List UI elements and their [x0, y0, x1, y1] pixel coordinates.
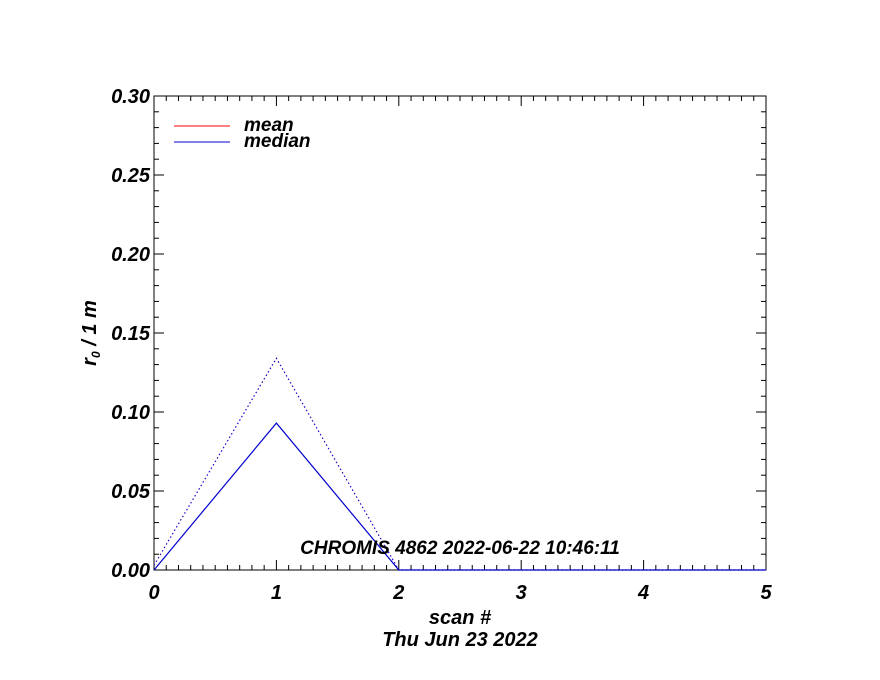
y-tick-label: 0.30: [111, 86, 150, 108]
x-axis-label: scan #: [429, 607, 492, 629]
y-tick-label: 0.05: [111, 481, 151, 503]
y-axis-label: r0 / 1 m: [79, 300, 103, 366]
y-axis-label-rest: / 1 m: [79, 300, 101, 351]
legend-label-median: median: [244, 131, 311, 152]
series-layer: [153, 357, 766, 571]
series-line-mean: [153, 357, 766, 571]
y-tick-label: 0.15: [111, 323, 151, 345]
plot-frame: [153, 95, 767, 571]
x-tick-label: 3: [516, 582, 527, 604]
axis-ticks: [153, 95, 767, 571]
axis-tick-labels: 0 1 2 3 4 5 0.00 0.05 0.10 0.15 0.20 0.25 0.30: [111, 86, 772, 604]
y-tick-label: 0.25: [111, 165, 151, 187]
x-tick-label: 5: [760, 582, 772, 604]
y-axis-label-sub: 0: [89, 351, 103, 358]
y-tick-label: 0.10: [111, 402, 150, 424]
y-axis-label-main: r: [79, 357, 101, 366]
series-line-median: [153, 422, 766, 571]
chart-annotation: CHROMIS 4862 2022-06-22 10:46:11: [300, 538, 620, 559]
footer-date: Thu Jun 23 2022: [382, 629, 538, 651]
legend: mean median: [174, 115, 311, 152]
x-tick-label: 1: [271, 582, 282, 604]
y-tick-label: 0.20: [111, 244, 150, 266]
x-tick-label: 0: [148, 582, 159, 604]
x-tick-label: 2: [392, 582, 404, 604]
y-tick-label: 0.00: [111, 560, 150, 582]
x-tick-label: 4: [637, 582, 649, 604]
legend-label-mean: mean: [244, 115, 294, 136]
